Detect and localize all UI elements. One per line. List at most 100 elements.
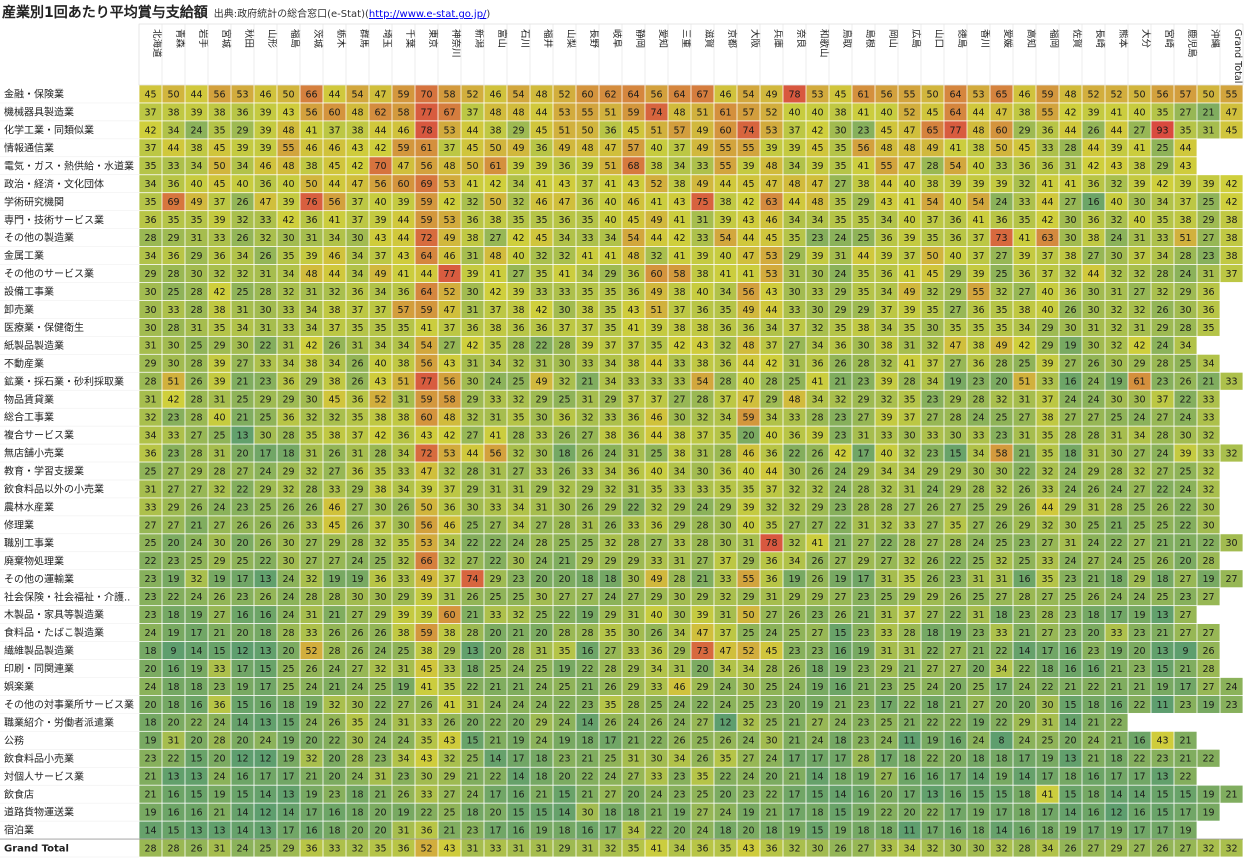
cell-value: 35: [903, 395, 915, 406]
cell-value: 25: [558, 538, 570, 549]
heatmap-cell: [1013, 103, 1036, 121]
cell-value: 15: [213, 646, 225, 657]
source-link[interactable]: http://www.e-stat.go.jp/: [368, 9, 487, 20]
cell-value: 18: [1087, 700, 1099, 711]
cell-value: 47: [719, 646, 731, 657]
cell-value: 37: [351, 215, 363, 226]
cell-value: 29: [1018, 520, 1030, 531]
cell-value: 27: [834, 592, 846, 603]
cell-value: 18: [1087, 610, 1099, 621]
cell-value: 26: [466, 592, 478, 603]
cell-value: 22: [949, 556, 961, 567]
cell-value: 23: [1064, 610, 1076, 621]
cell-value: 22: [995, 718, 1007, 729]
cell-value: 32: [466, 197, 478, 208]
cell-value: 29: [949, 269, 961, 280]
cell-value: 31: [765, 592, 777, 603]
cell-value: 61: [1133, 377, 1145, 388]
cell-value: 31: [673, 664, 685, 675]
cell-value: 28: [1202, 556, 1214, 567]
cell-value: 31: [673, 556, 685, 567]
cell-value: 44: [650, 430, 662, 441]
cell-value: 42: [1156, 179, 1168, 190]
cell-value: 33: [1202, 395, 1214, 406]
cell-value: 31: [167, 736, 179, 747]
cell-value: 28: [328, 592, 340, 603]
cell-value: 24: [351, 772, 363, 783]
cell-value: 25: [972, 682, 984, 693]
cell-value: 32: [443, 556, 455, 567]
cell-value: 31: [627, 754, 639, 765]
cell-value: 36: [213, 251, 225, 262]
cell-value: 24: [213, 772, 225, 783]
cell-value: 31: [466, 305, 478, 316]
cell-value: 36: [236, 107, 248, 118]
cell-value: 25: [903, 682, 915, 693]
cell-value: 17: [1087, 825, 1099, 836]
cell-value: 29: [857, 305, 869, 316]
cell-value: 37: [903, 610, 915, 621]
heatmap-cell: [553, 85, 576, 103]
cell-value: 15: [1179, 790, 1191, 801]
cell-value: 18: [1110, 574, 1122, 585]
cell-value: 26: [213, 592, 225, 603]
cell-value: 31: [627, 484, 639, 495]
cell-value: 30: [167, 341, 179, 352]
cell-value: 26: [650, 718, 662, 729]
row-label: 宿泊業: [4, 824, 34, 837]
cell-value: 16: [903, 772, 915, 783]
cell-value: 45: [144, 89, 156, 100]
cell-value: 35: [1156, 107, 1168, 118]
cell-value: 38: [696, 323, 708, 334]
cell-value: 47: [259, 197, 271, 208]
cell-value: 34: [305, 323, 317, 334]
heatmap-cell: [461, 103, 484, 121]
cell-value: 35: [1156, 215, 1168, 226]
cell-value: 35: [742, 484, 754, 495]
cell-value: 55: [1225, 89, 1237, 100]
cell-value: 28: [466, 628, 478, 639]
cell-value: 40: [788, 107, 800, 118]
cell-value: 27: [1133, 843, 1145, 854]
cell-value: 43: [443, 843, 455, 854]
cell-value: 25: [512, 377, 524, 388]
cell-value: 58: [397, 107, 409, 118]
cell-value: 36: [719, 323, 731, 334]
cell-value: 24: [834, 269, 846, 280]
cell-value: 30: [1087, 341, 1099, 352]
cell-value: 39: [581, 341, 593, 352]
cell-value: 14: [558, 808, 570, 819]
cell-value: 34: [765, 413, 777, 424]
cell-value: 40: [604, 215, 616, 226]
cell-value: 23: [328, 790, 340, 801]
cell-value: 19: [1156, 682, 1168, 693]
cell-value: 27: [972, 520, 984, 531]
cell-value: 48: [673, 107, 685, 118]
cell-value: 19: [857, 808, 869, 819]
cell-value: 32: [995, 556, 1007, 567]
heatmap-cell: [990, 103, 1013, 121]
column-label: 三重: [680, 29, 692, 49]
cell-value: 27: [466, 430, 478, 441]
cell-value: 22: [489, 556, 501, 567]
cell-value: 23: [834, 502, 846, 513]
cell-value: 49: [903, 287, 915, 298]
cell-value: 33: [1041, 556, 1053, 567]
cell-value: 24: [995, 197, 1007, 208]
cell-value: 31: [1202, 125, 1214, 136]
cell-value: 49: [926, 143, 938, 154]
cell-value: 33: [650, 377, 662, 388]
cell-value: 27: [535, 520, 547, 531]
cell-value: 32: [1225, 843, 1237, 854]
cell-value: 38: [696, 359, 708, 370]
cell-value: 48: [282, 161, 294, 172]
cell-value: 51: [604, 161, 616, 172]
cell-value: 21: [857, 610, 869, 621]
heatmap-cell: [139, 139, 162, 157]
cell-value: 55: [282, 143, 294, 154]
cell-value: 44: [880, 179, 892, 190]
title-row: 産業別1回あたり平均賞与支給額 出典:政府統計の総合窓口(e-Stat)( ht…: [2, 2, 490, 22]
cell-value: 26: [604, 718, 616, 729]
cell-value: 60: [995, 125, 1007, 136]
cell-value: 31: [627, 610, 639, 621]
